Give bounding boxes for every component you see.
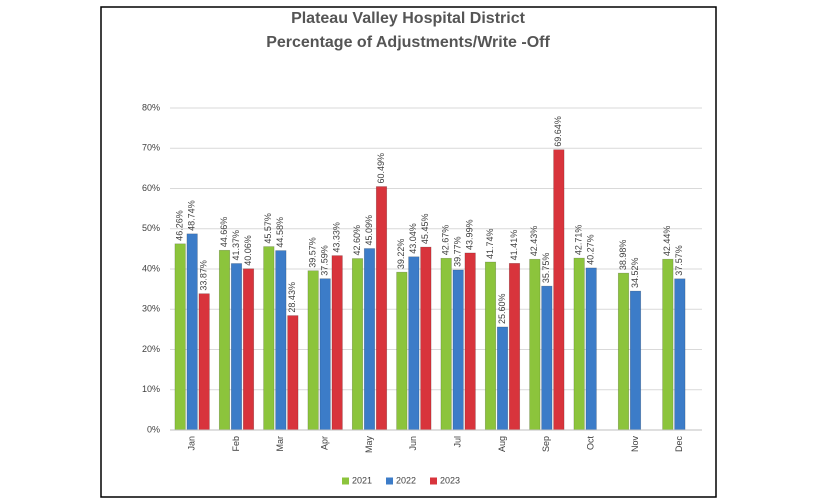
bar <box>674 278 686 431</box>
x-tick-label: Sep <box>541 436 551 452</box>
data-label: 45.45% <box>420 214 430 245</box>
y-tick-label: 20% <box>142 344 160 354</box>
x-tick-label: Feb <box>231 436 241 452</box>
y-tick-label: 30% <box>142 304 160 314</box>
bar <box>440 257 452 431</box>
y-tick-label: 50% <box>142 223 160 233</box>
bar <box>573 257 585 431</box>
bar <box>230 263 243 431</box>
y-tick-label: 40% <box>142 263 160 273</box>
data-label: 40.27% <box>586 234 596 265</box>
y-tick-label: 0% <box>147 424 160 434</box>
bar <box>617 272 630 431</box>
data-label: 38.98% <box>618 240 628 271</box>
legend-swatch <box>386 477 393 485</box>
x-tick-label: Apr <box>320 436 330 450</box>
data-label: 60.49% <box>376 153 386 184</box>
bar <box>242 268 255 431</box>
data-label: 40.06% <box>243 235 253 266</box>
bar <box>186 233 198 431</box>
data-label: 46.26% <box>175 210 185 241</box>
bar <box>263 246 275 431</box>
bar <box>662 258 674 431</box>
bar <box>553 149 565 431</box>
data-label: 35.75% <box>541 253 551 284</box>
chart-title: Plateau Valley Hospital District <box>291 10 526 27</box>
data-label: 37.57% <box>674 245 684 276</box>
x-tick-label: Dec <box>674 436 684 453</box>
legend-swatch <box>342 477 349 485</box>
bar <box>464 252 476 431</box>
bar <box>319 278 331 431</box>
bar <box>218 249 231 431</box>
data-label: 43.04% <box>408 223 418 254</box>
legend-swatch <box>430 477 437 485</box>
bar <box>496 326 509 431</box>
bar <box>452 269 464 431</box>
bar <box>198 293 210 431</box>
y-tick-label: 70% <box>142 143 160 153</box>
data-label: 43.33% <box>332 222 342 253</box>
bar <box>484 261 497 431</box>
x-tick-label: Jun <box>408 436 418 451</box>
data-label: 39.57% <box>308 237 318 268</box>
x-tick-label: Jul <box>453 436 463 448</box>
data-label: 48.74% <box>187 200 197 231</box>
y-tick-label: 80% <box>142 102 160 112</box>
data-label: 34.52% <box>630 258 640 289</box>
bar <box>529 258 541 431</box>
x-tick-label: Aug <box>497 436 507 452</box>
bar <box>375 186 388 431</box>
data-label: 41.74% <box>485 228 495 259</box>
bar <box>541 285 553 431</box>
bar <box>629 290 642 431</box>
bar <box>275 250 287 431</box>
bar <box>585 267 597 431</box>
data-label: 45.09% <box>364 215 374 246</box>
data-label: 39.77% <box>453 236 463 267</box>
legend-label: 2021 <box>352 475 372 485</box>
bar <box>174 243 186 431</box>
x-tick-label: Nov <box>630 436 640 453</box>
x-tick-label: Mar <box>275 436 285 452</box>
data-label: 43.99% <box>465 219 475 250</box>
x-tick-label: Oct <box>586 436 596 451</box>
bar <box>307 270 319 431</box>
bar <box>351 258 364 431</box>
data-label: 42.60% <box>352 225 362 256</box>
data-label: 41.37% <box>231 230 241 261</box>
data-label: 42.71% <box>574 225 584 256</box>
bar <box>363 248 376 431</box>
x-tick-label: May <box>364 436 374 454</box>
data-label: 33.87% <box>199 260 209 291</box>
data-label: 45.57% <box>263 213 273 244</box>
y-tick-label: 60% <box>142 183 160 193</box>
data-label: 69.64% <box>553 116 563 147</box>
chart-subtitle: Percentage of Adjustments/Write -Off <box>266 34 550 51</box>
data-label: 41.41% <box>509 230 519 261</box>
data-label: 25.60% <box>497 293 507 324</box>
legend-label: 2022 <box>396 475 416 485</box>
data-label: 39.22% <box>396 239 406 270</box>
legend-label: 2023 <box>440 475 460 485</box>
data-label: 42.43% <box>529 226 539 257</box>
bar <box>508 263 521 431</box>
data-label: 44.66% <box>219 217 229 248</box>
y-tick-label: 10% <box>142 384 160 394</box>
data-label: 44.58% <box>275 217 285 248</box>
bar <box>287 315 299 431</box>
x-tick-label: Jan <box>187 436 197 451</box>
bar <box>420 246 432 431</box>
bar <box>331 255 343 431</box>
data-label: 37.59% <box>320 245 330 276</box>
data-label: 42.44% <box>662 226 672 257</box>
data-label: 42.67% <box>441 225 451 256</box>
data-label: 28.43% <box>287 282 297 313</box>
bar <box>396 271 408 431</box>
bar <box>408 256 420 431</box>
